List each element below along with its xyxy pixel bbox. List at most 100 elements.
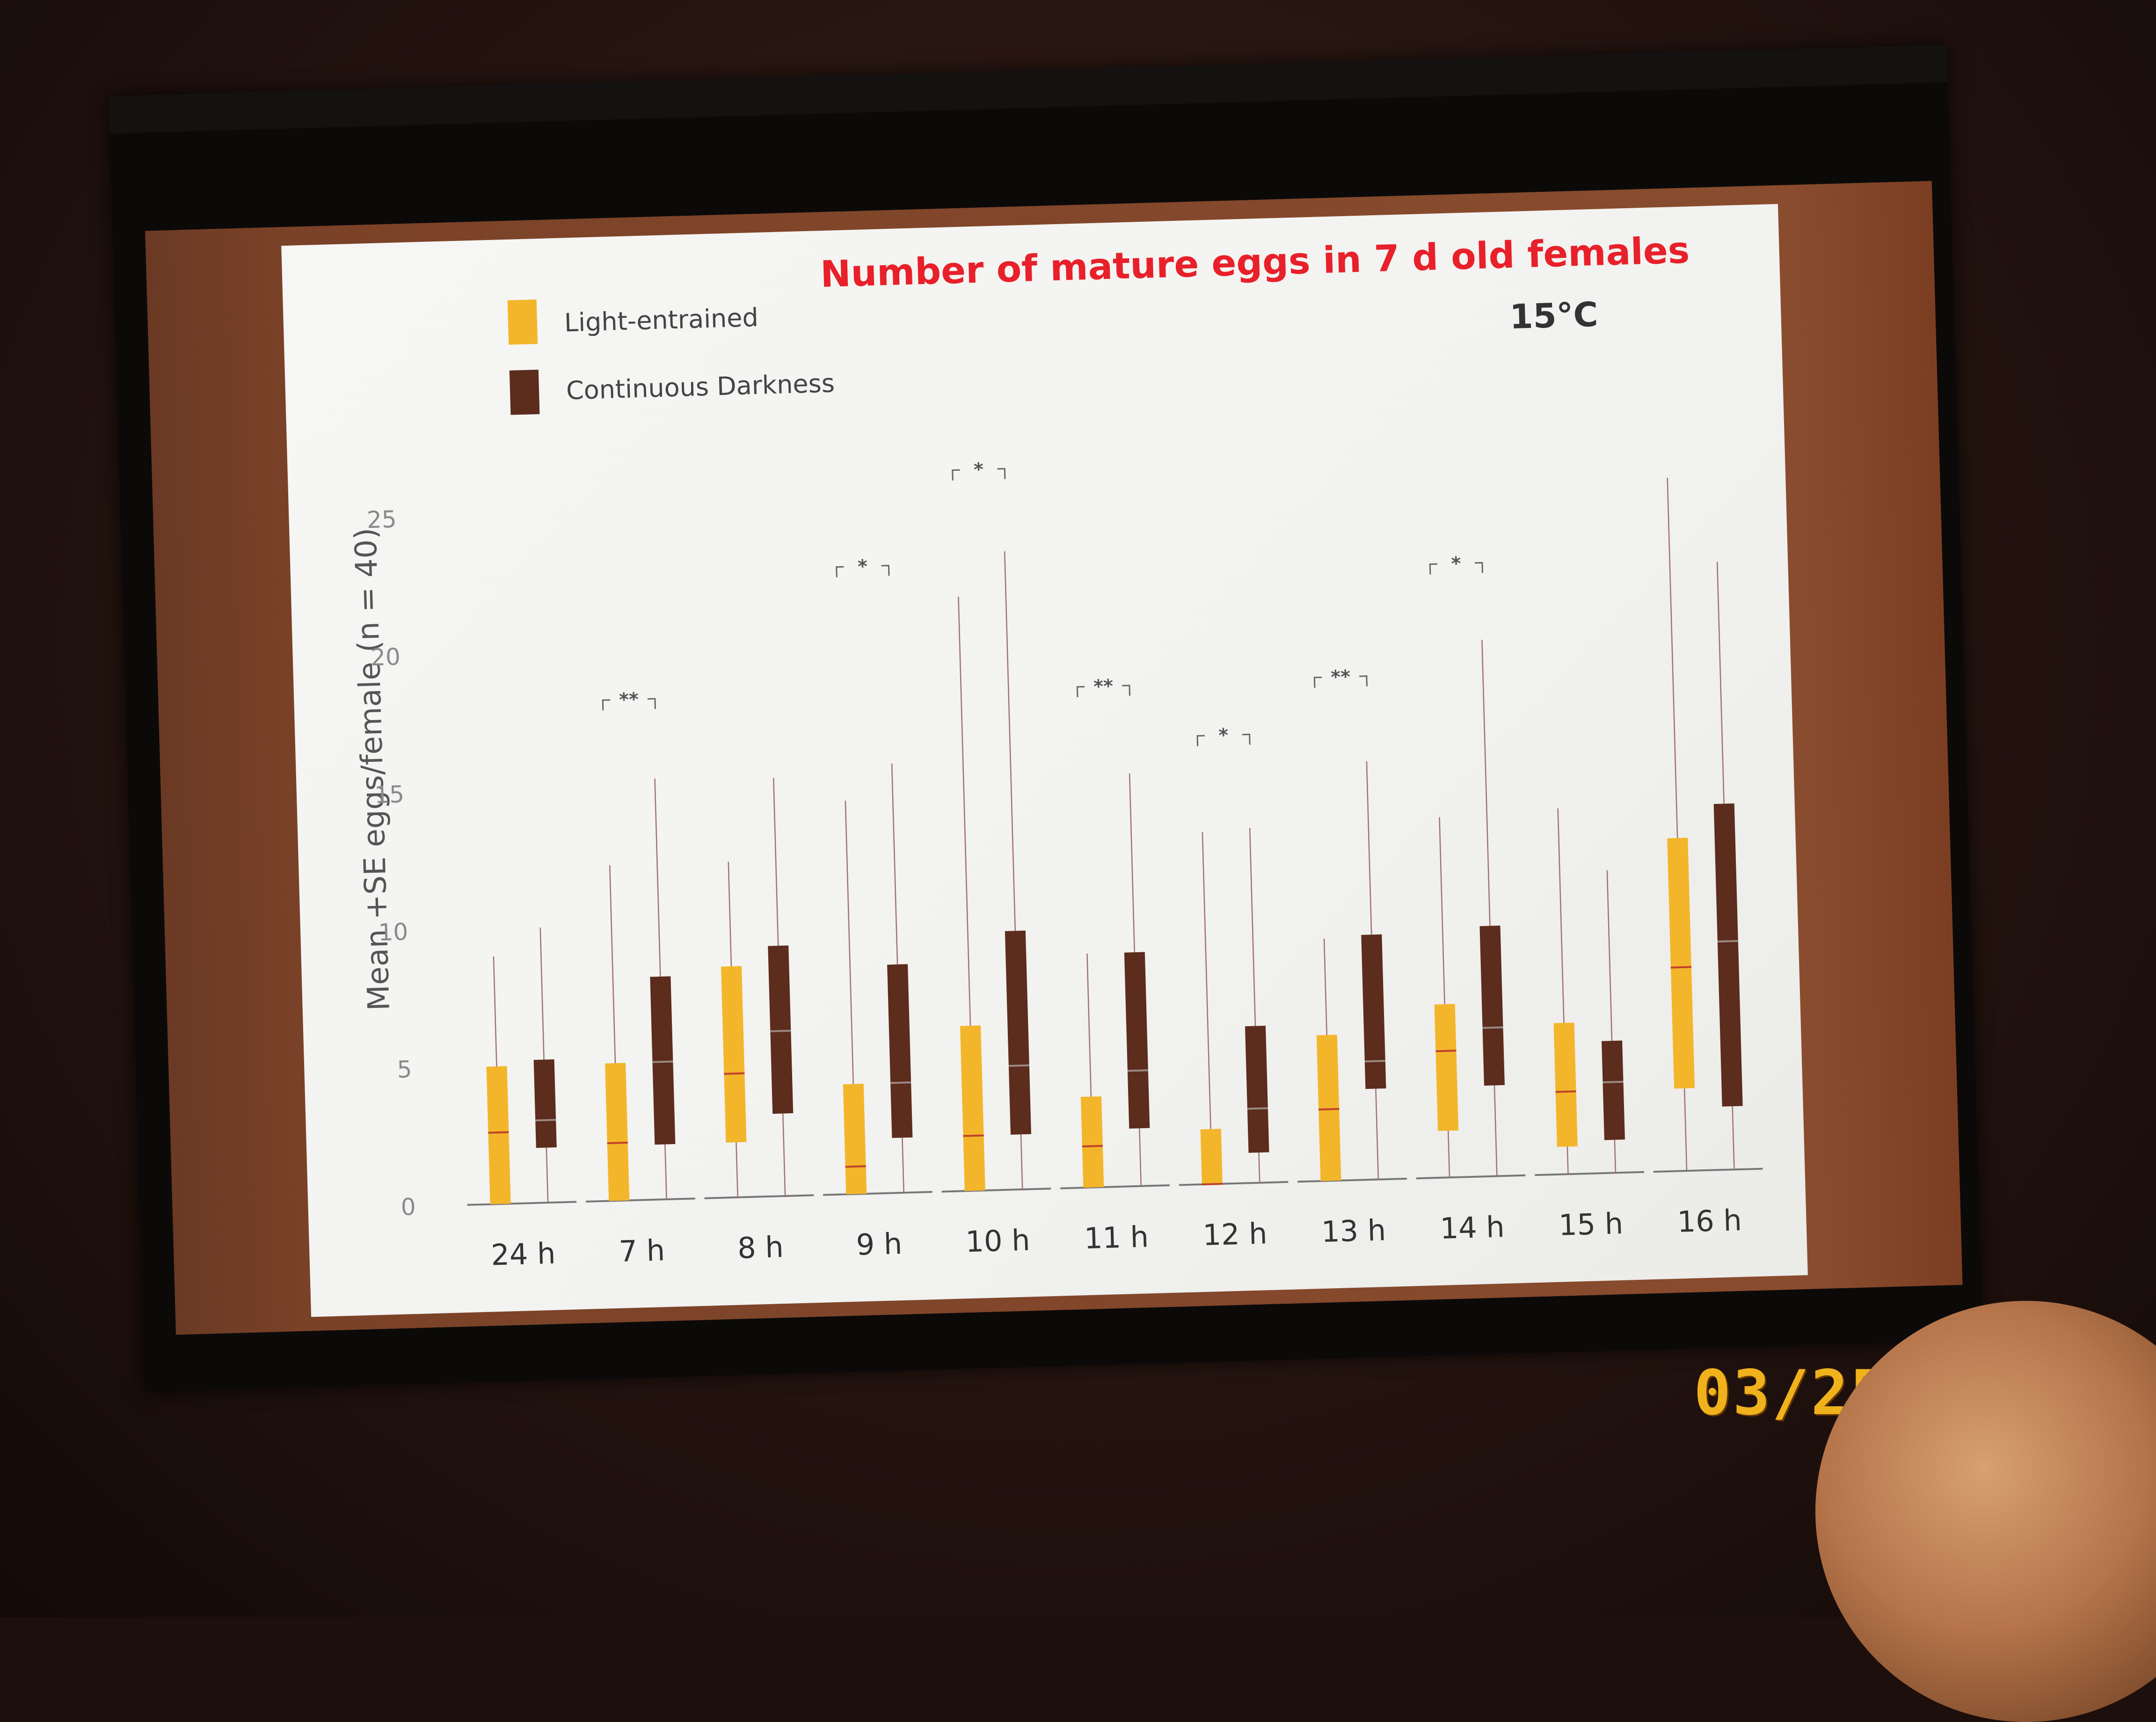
box-light-entrained	[1553, 1022, 1578, 1147]
box-light-entrained	[843, 1083, 867, 1195]
box-light-entrained	[605, 1063, 630, 1201]
baseline-segment	[1060, 1184, 1170, 1189]
legend-swatch-light-entrained	[507, 299, 538, 345]
box-light-entrained	[1080, 1096, 1104, 1188]
whisker-upper	[1481, 640, 1491, 926]
whisker-lower	[1566, 1146, 1569, 1175]
whisker-upper	[1202, 832, 1211, 1129]
box-light-entrained	[1667, 838, 1695, 1089]
significance-label: *	[973, 459, 983, 481]
whisker-upper	[728, 861, 732, 967]
whisker-lower	[664, 1144, 667, 1200]
whisker-lower	[546, 1147, 549, 1203]
whisker-upper	[1557, 808, 1565, 1023]
y-tick-label: 0	[401, 1193, 416, 1221]
box-light-entrained	[1434, 1004, 1459, 1131]
baseline-segment	[1535, 1171, 1644, 1176]
significance-bracket	[602, 698, 656, 711]
box-light-entrained	[1200, 1129, 1223, 1185]
whisker-lower	[1139, 1128, 1142, 1186]
box-light-entrained	[486, 1066, 511, 1204]
box-continuous-darkness	[1245, 1025, 1269, 1153]
baseline-segment	[586, 1197, 695, 1203]
median-line	[1127, 1069, 1148, 1072]
significance-label: *	[1218, 725, 1229, 747]
whisker-lower	[1258, 1152, 1260, 1183]
whisker-upper	[654, 778, 661, 977]
x-category-label: 14 h	[1440, 1210, 1505, 1246]
whisker-upper	[1667, 477, 1678, 838]
y-tick-label: 10	[378, 918, 408, 946]
x-axis-labels: 24 h 7 h 8 h 9 h 10 h 11 h 12 h 13 h 14 h 15 h 16 …	[490, 1203, 1742, 1272]
x-category-label: 7 h	[619, 1233, 665, 1269]
plot-area	[467, 477, 1763, 1206]
significance-brackets: **********	[602, 459, 1483, 747]
whisker-upper	[1716, 562, 1725, 804]
baseline-segment	[1297, 1177, 1407, 1183]
box-light-entrained	[960, 1025, 985, 1191]
significance-bracket	[1076, 685, 1131, 697]
baseline-segment	[467, 1201, 577, 1206]
whisker-lower	[902, 1138, 904, 1193]
legend-label-light-entrained: Light-entrained	[564, 303, 758, 338]
baseline-segment	[704, 1194, 814, 1199]
median-line	[1670, 966, 1691, 969]
whisker-upper	[539, 927, 545, 1060]
median-line	[488, 1131, 509, 1134]
x-category-label: 13 h	[1321, 1213, 1386, 1249]
box-continuous-darkness	[768, 945, 794, 1114]
box-continuous-darkness	[1713, 803, 1743, 1107]
y-tick-label: 5	[397, 1056, 412, 1083]
x-category-label: 9 h	[856, 1226, 903, 1262]
significance-bracket	[952, 468, 1006, 481]
whisker-lower	[1683, 1088, 1688, 1171]
significance-label: **	[619, 689, 639, 711]
x-category-label: 16 h	[1677, 1203, 1742, 1239]
whisker-upper	[1323, 939, 1328, 1035]
significance-bracket	[1196, 733, 1251, 746]
whisker-upper	[958, 596, 971, 1026]
baseline-segment	[823, 1191, 932, 1196]
box-light-entrained	[1316, 1035, 1341, 1181]
whisker-upper	[1366, 761, 1372, 935]
box-continuous-darkness	[1005, 930, 1031, 1135]
whisker-lower	[1493, 1085, 1498, 1176]
projection-screen: Number of mature eggs in 7 d old females…	[109, 44, 1983, 1392]
median-line	[1247, 1107, 1268, 1110]
box-continuous-darkness	[533, 1059, 557, 1148]
median-line	[1555, 1090, 1576, 1093]
x-category-label: 11 h	[1084, 1219, 1149, 1255]
y-tick-label: 20	[370, 643, 401, 671]
whisker-lower	[1614, 1139, 1617, 1173]
box-continuous-darkness	[1361, 934, 1386, 1089]
whisker-upper	[1129, 773, 1136, 953]
whisker-upper	[1004, 551, 1016, 931]
projected-area: Number of mature eggs in 7 d old females…	[145, 181, 1963, 1335]
median-line	[845, 1165, 866, 1168]
median-line	[890, 1081, 911, 1084]
box-continuous-darkness	[1479, 925, 1505, 1086]
box-continuous-darkness	[650, 976, 676, 1145]
median-line	[963, 1134, 984, 1137]
y-axis-ticks: 0 5 10 15 20 25	[366, 506, 416, 1221]
whisker-lower	[1447, 1131, 1450, 1178]
legend: Light-entrained Continuous Darkness	[507, 299, 835, 415]
baseline-segment	[941, 1188, 1051, 1193]
y-tick-label: 25	[366, 506, 397, 534]
whisker-upper	[772, 778, 779, 946]
significance-bracket	[1429, 562, 1483, 575]
significance-bracket	[1313, 675, 1368, 688]
x-category-label: 24 h	[490, 1236, 556, 1272]
y-tick-label: 15	[374, 781, 405, 809]
median-line	[1482, 1026, 1503, 1029]
whisker-upper	[845, 801, 854, 1084]
box-continuous-darkness	[1124, 952, 1150, 1129]
slide: Number of mature eggs in 7 d old females…	[281, 204, 1808, 1317]
significance-label: *	[858, 556, 868, 578]
box-continuous-darkness	[1602, 1040, 1625, 1140]
x-category-label: 12 h	[1202, 1216, 1268, 1252]
whisker-lower	[1732, 1106, 1735, 1170]
legend-label-continuous-darkness: Continuous Darkness	[566, 368, 835, 405]
significance-label: **	[1331, 666, 1351, 688]
significance-bracket	[836, 565, 890, 577]
